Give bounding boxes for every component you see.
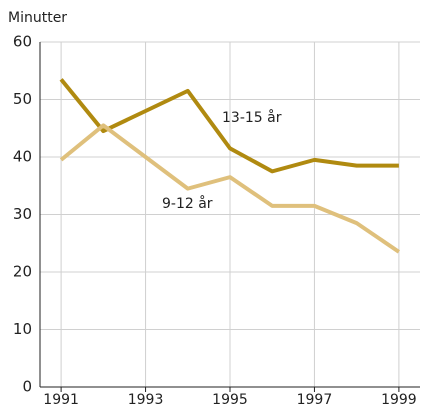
y-tick-label: 10 bbox=[13, 320, 32, 338]
x-tick-label: 1993 bbox=[128, 392, 164, 407]
y-tick-label: 60 bbox=[13, 33, 32, 51]
y-tick-label: 30 bbox=[13, 205, 32, 223]
series-label: 9-12 år bbox=[162, 195, 213, 212]
series-line bbox=[59, 123, 401, 254]
x-tick-label: 1999 bbox=[381, 392, 417, 407]
x-tick-label: 1995 bbox=[212, 392, 248, 407]
series-label: 13-15 år bbox=[222, 109, 282, 126]
series-line bbox=[59, 78, 399, 174]
y-tick-label: 40 bbox=[13, 148, 32, 166]
x-tick-label: 1991 bbox=[43, 392, 79, 407]
x-tick-label: 1997 bbox=[297, 392, 333, 407]
y-tick-label: 0 bbox=[22, 378, 32, 396]
y-tick-label: 50 bbox=[13, 90, 32, 108]
y-tick-label: 20 bbox=[13, 263, 32, 281]
y-axis-label: Minutter bbox=[8, 10, 67, 26]
